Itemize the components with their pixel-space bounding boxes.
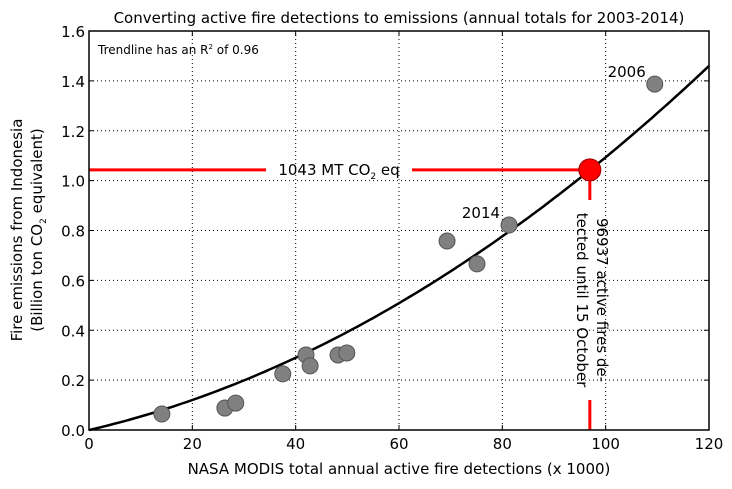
point-label: 2006 [608,63,646,81]
y-tick-label: 0.0 [61,422,85,440]
highlight-point [578,158,602,182]
y-tick-label: 1.0 [61,173,85,191]
data-point [227,394,245,412]
ticks: 0 20 40 60 80 100 120 0.0 0.2 0.4 0.6 0.8 1.0 1.2 1.4 1… [61,23,723,453]
x-tick-label: 80 [493,435,512,453]
y-tick-label: 0.8 [61,223,85,241]
y-tick-label: 0.4 [61,322,85,340]
x-tick-label: 120 [695,435,724,453]
data-point [153,405,171,423]
point-label: 2014 [462,204,500,222]
data-point [646,75,664,93]
x-tick-label: 0 [84,435,94,453]
data-point [468,255,486,273]
y-tick-label: 0.6 [61,272,85,290]
y-tick-label: 0.2 [61,372,85,390]
y-axis-label-line1: Fire emissions from Indonesia [8,119,26,342]
plot-frame [88,30,710,431]
y-tick-label: 1.4 [61,73,85,91]
highlight-hline [89,168,592,430]
chart-title: Converting active fire detections to emi… [114,9,685,27]
hline-label: 1043 MT CO2 eq [278,161,399,182]
y-axis-label-line2: (Billion ton CO2 equivalent) [28,128,49,332]
grid [89,31,709,430]
vline-label-1: 96937 active fires de- [593,218,611,382]
x-tick-label: 40 [286,435,305,453]
x-axis-label: NASA MODIS total annual active fire dete… [188,460,611,478]
x-tick-label: 20 [183,435,202,453]
points [153,75,664,423]
x-tick-label: 100 [591,435,620,453]
y-tick-label: 1.2 [61,123,85,141]
point-labels: 2014 2006 [462,63,646,222]
data-point [500,216,518,234]
vline-label-2: tected until 15 October [573,213,591,388]
data-point [438,232,456,250]
data-point [301,357,319,375]
y-tick-label: 1.6 [61,23,85,41]
data-point [274,365,292,383]
data-point [338,344,356,362]
trendline [88,64,710,432]
r2-note: Trendline has an R2 of 0.96 [97,43,259,57]
x-tick-label: 60 [389,435,408,453]
